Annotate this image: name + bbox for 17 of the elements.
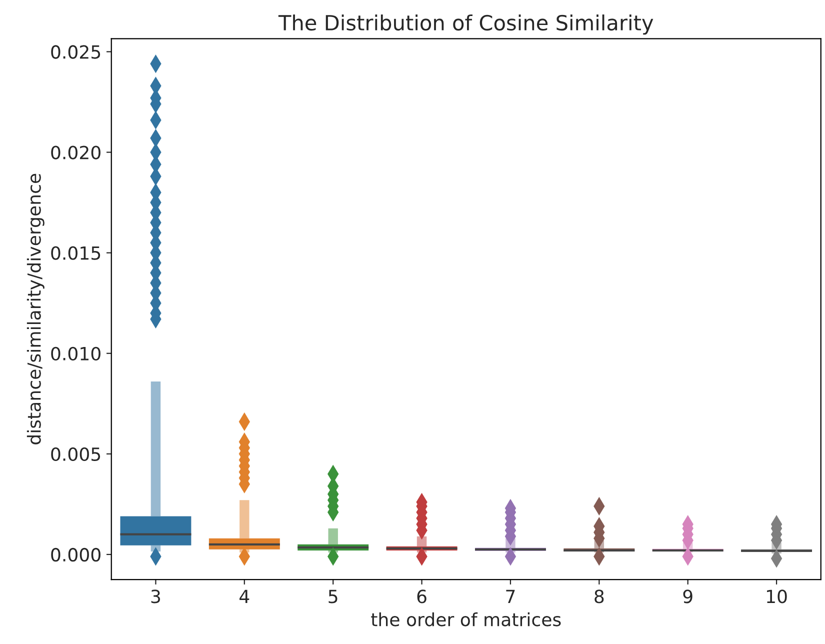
x-tick-label: 7 xyxy=(506,590,515,604)
chart-title: The Distribution of Cosine Similarity xyxy=(278,14,654,35)
y-tick-label: 0.015 xyxy=(51,246,100,260)
x-axis-title: the order of matrices xyxy=(371,612,561,626)
x-tick-label: 5 xyxy=(328,590,338,604)
y-tick-label: 0.010 xyxy=(51,346,100,360)
x-tick-label: 8 xyxy=(594,590,604,604)
x-tick-label: 6 xyxy=(417,590,426,604)
x-tick-label: 3 xyxy=(151,590,160,604)
y-tick-label: 0.025 xyxy=(51,45,100,59)
x-tick-label: 9 xyxy=(683,590,692,604)
y-tick-label: 0.005 xyxy=(51,447,100,462)
x-tick-label: 4 xyxy=(240,590,250,604)
y-axis-title: distance/similarity/divergence xyxy=(26,174,44,444)
y-tick-label: 0.000 xyxy=(51,548,100,562)
y-tick-label: 0.020 xyxy=(51,146,100,160)
x-tick-label: 10 xyxy=(767,590,787,604)
